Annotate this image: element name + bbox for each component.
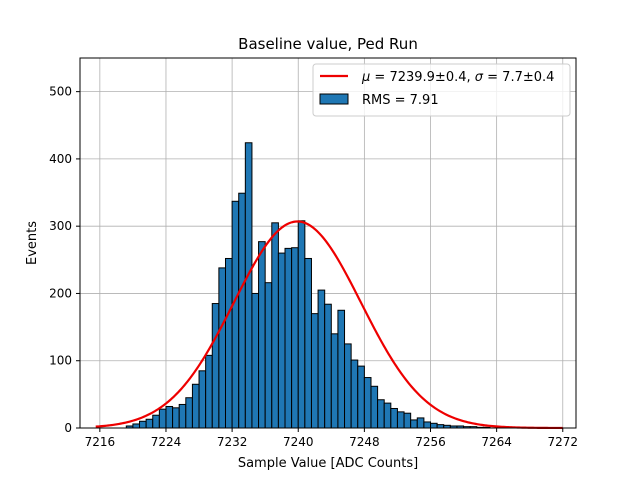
histogram-bar bbox=[403, 412, 412, 429]
x-tick-label: 7216 bbox=[85, 435, 116, 449]
chart-title: Baseline value, Ped Run bbox=[238, 35, 418, 53]
histogram-bar bbox=[423, 421, 432, 429]
histogram-bar bbox=[211, 303, 220, 429]
histogram-bar bbox=[264, 282, 273, 429]
histogram-bar bbox=[224, 257, 233, 429]
y-tick-label: 400 bbox=[49, 152, 72, 166]
histogram-bar bbox=[324, 303, 332, 429]
legend-mu-symbol: μ bbox=[361, 70, 370, 85]
histogram-bar bbox=[158, 408, 167, 429]
legend-fit-label: μ = 7239.9±0.4, σ = 7.7±0.4 bbox=[361, 70, 554, 85]
histogram-bar bbox=[205, 354, 213, 429]
legend-histogram-label: RMS = 7.91 bbox=[362, 93, 439, 108]
histogram-bar bbox=[244, 142, 253, 429]
histogram-bar bbox=[390, 407, 398, 429]
histogram-bar bbox=[337, 309, 346, 429]
histogram-bar bbox=[271, 222, 279, 429]
y-tick-label: 0 bbox=[64, 421, 72, 435]
x-tick-label: 7264 bbox=[481, 435, 512, 449]
legend-box bbox=[312, 63, 571, 117]
histogram-bar bbox=[251, 292, 260, 429]
legend-sigma-symbol: σ bbox=[475, 70, 484, 85]
histogram-bar bbox=[139, 420, 147, 429]
histogram-bar bbox=[396, 411, 405, 429]
histogram-bar bbox=[277, 252, 286, 429]
grid-lines bbox=[80, 58, 576, 429]
y-axis-label: Events bbox=[25, 221, 40, 265]
plot-frame bbox=[79, 57, 577, 429]
histogram-bar bbox=[132, 423, 141, 429]
histogram-bar bbox=[258, 241, 266, 429]
histogram-bar bbox=[357, 365, 365, 429]
histogram-bar bbox=[145, 418, 154, 429]
y-axis-ticks: 0 100 200 300 400 500 bbox=[49, 85, 80, 435]
histogram-bar bbox=[185, 397, 193, 429]
x-tick-label: 7272 bbox=[547, 435, 578, 449]
legend-sigma-value: = 7.7±0.4 bbox=[483, 70, 554, 85]
y-tick-label: 100 bbox=[49, 354, 72, 368]
histogram-bar bbox=[304, 257, 312, 429]
histogram-bar bbox=[191, 383, 200, 429]
histogram-bar bbox=[178, 403, 187, 429]
y-tick-label: 300 bbox=[49, 219, 72, 233]
histogram-bar bbox=[377, 399, 385, 429]
gaussian-fit-curve bbox=[95, 220, 563, 430]
histogram-bar bbox=[172, 407, 180, 429]
x-tick-label: 7232 bbox=[217, 435, 248, 449]
x-axis-ticks: 7216 7224 7232 7240 7248 7256 7264 7272 bbox=[85, 428, 578, 449]
histogram-bar bbox=[363, 377, 372, 429]
legend: μ = 7239.9±0.4, σ = 7.7±0.4 RMS = 7.91 bbox=[312, 63, 571, 117]
histogram-bar bbox=[231, 200, 240, 429]
histogram-bar bbox=[291, 247, 299, 429]
x-tick-label: 7224 bbox=[151, 435, 182, 449]
histogram-bar bbox=[344, 343, 352, 429]
legend-histogram-swatch bbox=[319, 93, 349, 105]
histogram-bar bbox=[218, 267, 226, 429]
x-tick-label: 7256 bbox=[415, 435, 446, 449]
x-tick-label: 7240 bbox=[283, 435, 314, 449]
histogram-bars bbox=[125, 142, 491, 429]
histogram-bar bbox=[383, 402, 392, 429]
histogram-bar bbox=[317, 289, 326, 429]
legend-mu-value: = 7239.9±0.4, bbox=[370, 70, 474, 85]
histogram-bar bbox=[152, 414, 160, 429]
histogram-bar bbox=[430, 422, 438, 429]
histogram-bar bbox=[350, 359, 359, 429]
histogram-bar bbox=[310, 313, 319, 429]
histogram-bar bbox=[416, 417, 425, 429]
histogram-bar bbox=[165, 405, 174, 429]
histogram-bar bbox=[330, 333, 339, 429]
histogram-bar bbox=[198, 370, 207, 429]
y-tick-label: 200 bbox=[49, 286, 72, 300]
histogram-bar bbox=[238, 192, 246, 429]
x-tick-label: 7248 bbox=[349, 435, 380, 449]
x-axis-label: Sample Value [ADC Counts] bbox=[238, 456, 418, 471]
histogram-bar bbox=[284, 247, 293, 429]
histogram-bar bbox=[370, 385, 379, 429]
histogram-bar bbox=[436, 424, 445, 429]
histogram-bar bbox=[297, 220, 306, 429]
histogram-bar bbox=[410, 419, 418, 429]
y-tick-label: 500 bbox=[49, 85, 72, 99]
